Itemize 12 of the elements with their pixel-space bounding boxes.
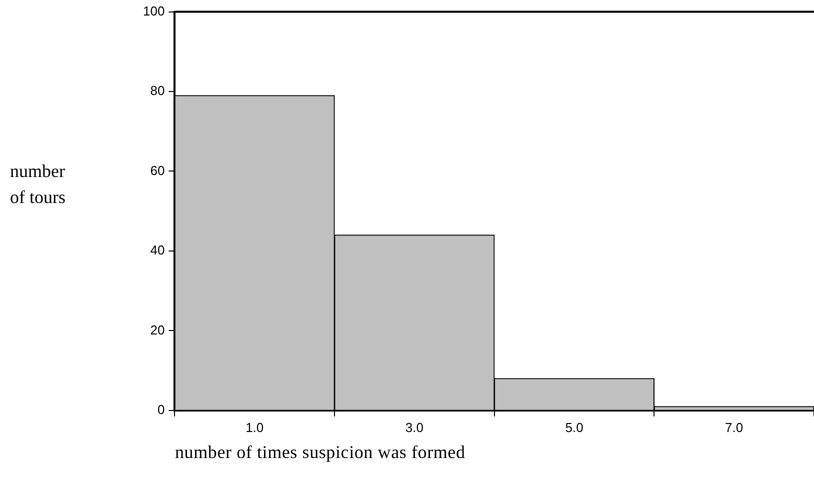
x-tick-label: 3.0 bbox=[405, 420, 424, 435]
y-axis-title: number of tours bbox=[10, 160, 66, 209]
x-tick-label: 7.0 bbox=[725, 420, 744, 435]
y-tick-label: 60 bbox=[150, 162, 165, 178]
x-axis-title: number of times suspicion was formed bbox=[175, 442, 466, 463]
y-tick-label: 0 bbox=[157, 402, 165, 417]
y-tick-label: 20 bbox=[150, 322, 165, 338]
y-tick-label: 80 bbox=[150, 83, 165, 98]
y-tick-label: 100 bbox=[142, 3, 165, 18]
x-tick-label: 1.0 bbox=[246, 420, 264, 435]
x-tick-label: 5.0 bbox=[565, 420, 584, 435]
y-tick-label: 40 bbox=[150, 242, 165, 258]
